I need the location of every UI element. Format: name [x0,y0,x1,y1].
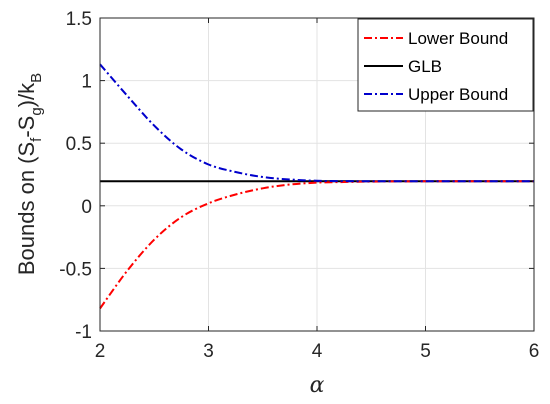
series-line-lower-bound [99,180,534,310]
series-line-upper-bound [99,63,534,183]
y-tick-label: -0.5 [59,259,92,280]
x-tick-label: 4 [312,341,323,362]
y-tick-label: 1 [81,72,92,93]
legend: Lower Bound GLB Upper Bound [357,18,534,112]
x-tick-label: 3 [203,341,214,362]
legend-label-glb: GLB [408,57,442,76]
y-tick-label: 1.5 [66,9,92,30]
ticks: 2 3 4 5 6 -1 -0.5 0 0.5 1 1.5 [59,9,539,362]
x-tick-label: 2 [95,341,106,362]
x-tick-label: 5 [420,341,431,362]
y-tick-label: -1 [75,322,92,343]
x-axis-label: α [310,373,325,398]
y-tick-label: 0 [81,197,92,218]
x-tick-label: 6 [529,341,540,362]
series-layer [99,63,534,310]
y-tick-label: 0.5 [66,134,92,155]
legend-label-upper-bound: Upper Bound [408,85,508,104]
legend-label-lower-bound: Lower Bound [408,29,508,48]
y-axis-label: Bounds on (Sf-Sg)/kB [14,73,45,275]
